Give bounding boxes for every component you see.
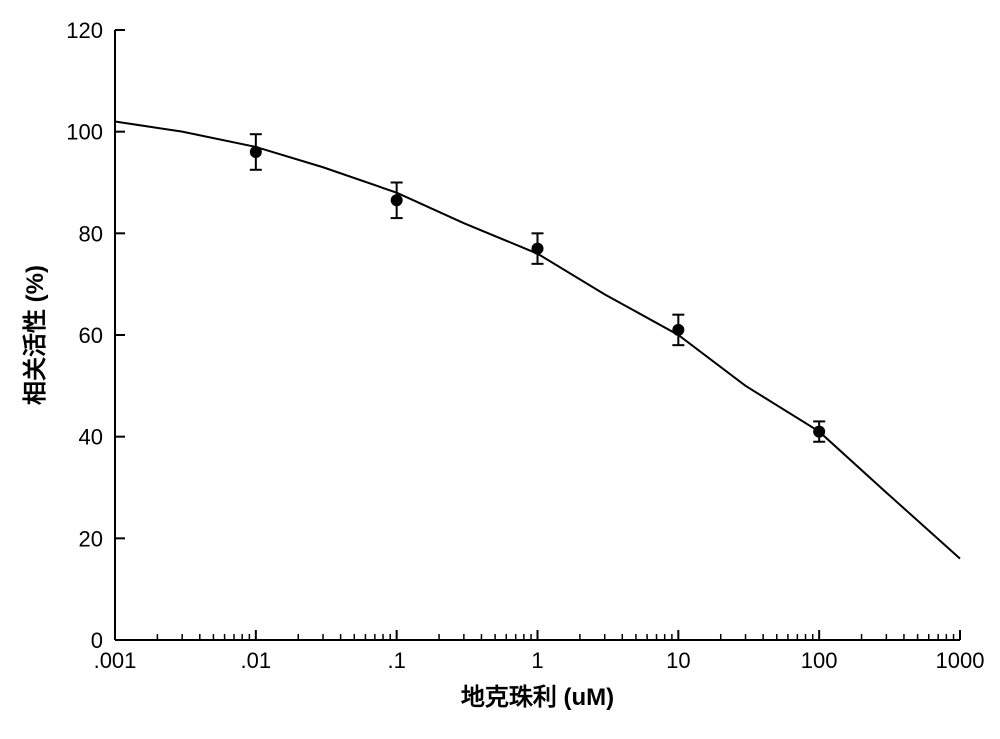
x-tick-label: .01 bbox=[241, 648, 272, 673]
chart-svg: 020406080100120.001.01.11101001000地克珠利 (… bbox=[0, 0, 1000, 739]
x-axis-label: 地克珠利 (uM) bbox=[461, 684, 614, 711]
x-tick-label: 1 bbox=[531, 648, 543, 673]
x-tick-label: .001 bbox=[94, 648, 137, 673]
data-marker bbox=[391, 194, 403, 206]
x-tick-label: 1000 bbox=[936, 648, 985, 673]
x-tick-label: 100 bbox=[801, 648, 838, 673]
fit-curve bbox=[115, 122, 960, 559]
x-tick-label: 10 bbox=[666, 648, 690, 673]
y-tick-label: 40 bbox=[79, 425, 103, 450]
data-marker bbox=[250, 146, 262, 158]
y-axis-label: 相关活性 (%) bbox=[22, 265, 49, 405]
dose-response-chart: 020406080100120.001.01.11101001000地克珠利 (… bbox=[0, 0, 1000, 739]
x-tick-label: .1 bbox=[387, 648, 405, 673]
data-marker bbox=[672, 324, 684, 336]
y-tick-label: 100 bbox=[66, 120, 103, 145]
data-marker bbox=[813, 426, 825, 438]
y-tick-label: 80 bbox=[79, 221, 103, 246]
y-tick-label: 120 bbox=[66, 18, 103, 43]
y-tick-label: 60 bbox=[79, 323, 103, 348]
data-marker bbox=[532, 243, 544, 255]
y-tick-label: 20 bbox=[79, 526, 103, 551]
